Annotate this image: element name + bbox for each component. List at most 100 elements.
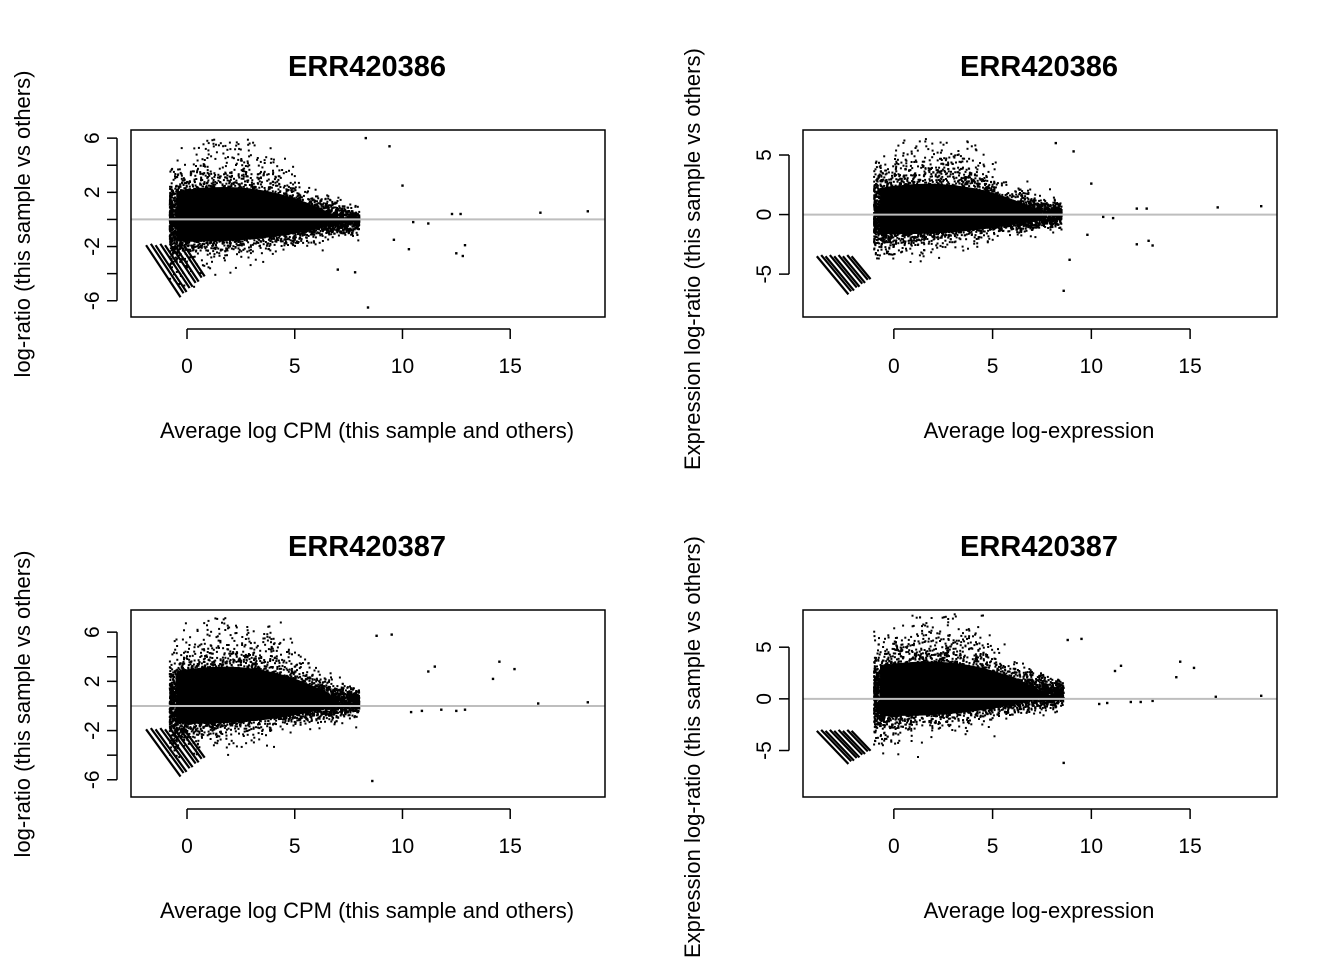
data-point [237,153,240,156]
data-point [269,236,271,239]
data-point [204,247,207,250]
data-point [306,234,309,236]
data-point [192,170,195,173]
data-point [296,195,299,198]
data-point [321,234,324,237]
data-point [233,168,236,171]
data-point [225,247,228,250]
data-point [243,239,246,242]
data-point [265,156,268,159]
data-point [337,234,340,237]
data-point [226,177,229,180]
data-point [181,182,184,185]
data-point [213,175,216,178]
data-point [283,238,286,241]
data-point [336,230,339,233]
data-point [346,222,349,225]
data-point [234,266,237,269]
data-point [203,183,205,185]
data-point [256,241,259,244]
data-point [242,248,245,251]
data-point [224,144,227,147]
data-point [196,252,199,255]
data-point [212,250,215,253]
data-point [337,196,340,199]
data-point [213,172,216,175]
data-point [306,244,309,247]
data-point [252,182,255,185]
data-point [288,236,291,238]
data-point [293,187,296,190]
data-point [180,177,183,180]
data-point [238,183,241,186]
data-point [195,165,197,167]
data-point [197,146,200,149]
data-point [223,244,226,247]
data-point [351,231,354,234]
data-point [286,238,289,241]
data-point [327,210,330,213]
data-point [358,210,361,213]
data-point [290,191,293,193]
data-point [177,185,180,188]
data-point [269,243,272,245]
data-point [172,191,175,194]
data-point [289,239,292,242]
data-point [259,176,262,179]
data-point [214,246,216,249]
data-point [339,212,342,215]
data-point [225,182,228,185]
data-point [170,213,172,216]
data-point [214,248,217,251]
data-point [345,229,348,232]
data-point [186,244,189,247]
data-point [328,204,330,207]
data-point [184,163,186,166]
data-point [276,165,279,168]
data-point [269,147,272,150]
data-point [263,159,266,162]
data-point [244,165,247,167]
data-point [325,229,328,232]
data-point [194,174,197,177]
data-point [285,194,288,197]
data-point [170,262,173,265]
data-point [219,142,222,145]
data-point [203,172,206,175]
data-point [336,224,339,227]
data-point [285,235,288,238]
data-point [282,172,285,175]
data-point [218,252,221,255]
data-point [190,244,193,247]
data-point [258,180,261,183]
data-point [262,243,265,246]
data-point [174,173,177,175]
data-point [313,241,316,244]
data-point [259,244,261,247]
data-point [215,143,217,146]
data-point [199,246,202,249]
data-point [247,143,250,146]
data-point [235,162,238,165]
data-point [203,264,206,267]
data-point [254,258,257,261]
data-point [176,252,179,255]
data-point [267,248,270,251]
data-point [326,206,329,209]
data-point [263,170,266,173]
data-point [286,184,289,187]
data-point [211,177,214,180]
data-point [240,243,243,246]
data-point [206,181,209,184]
data-point [226,244,229,247]
data-point [298,186,301,189]
data-point [324,198,327,201]
data-point [215,182,218,185]
data-point [347,228,350,231]
data-point [334,206,337,209]
data-point [248,246,250,249]
data-point [249,244,252,247]
data-point [243,247,246,250]
data-point [238,251,241,254]
data-point [236,244,239,247]
